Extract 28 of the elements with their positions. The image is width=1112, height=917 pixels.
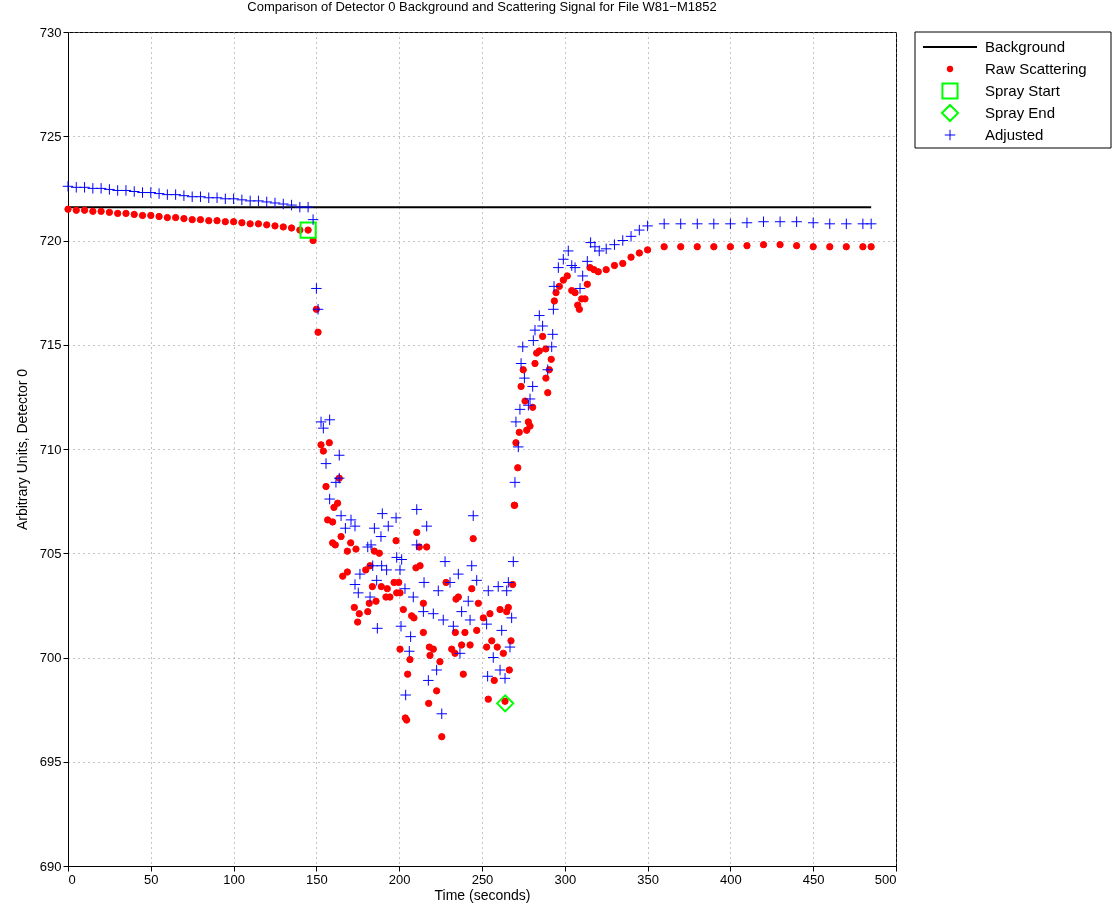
y-tick-label: 700 — [39, 650, 62, 665]
y-tick-label: 690 — [39, 858, 62, 874]
y-axis-title: Arbitrary Units, Detector 0 — [13, 368, 30, 531]
x-tick-label: 250 — [471, 871, 494, 887]
x-tick-label: 50 — [144, 871, 159, 887]
x-tick-label: 450 — [802, 871, 825, 887]
x-tick-label: 400 — [720, 871, 742, 887]
x-tick-label: 500 — [874, 871, 897, 887]
chart-title: Comparison of Detector 0 Background and Scattering Signal for File W81−M1852 — [247, 0, 717, 14]
x-tick-label: 200 — [388, 871, 411, 887]
y-tick-label: 715 — [39, 337, 62, 353]
y-tick-label: 695 — [39, 754, 62, 770]
legend-label: Background — [985, 38, 1066, 55]
legend-label: Spray End — [985, 104, 1056, 121]
x-axis-title: Time (seconds) — [434, 886, 531, 903]
legend-label: Adjusted — [985, 126, 1044, 143]
x-tick-label: 350 — [637, 871, 659, 887]
y-tick-label: 730 — [39, 24, 62, 40]
x-tick-label: 0 — [68, 871, 76, 887]
y-tick-label: 725 — [39, 128, 62, 144]
y-tick-label: 720 — [39, 233, 62, 248]
y-tick-label: 710 — [39, 441, 62, 457]
legend-label: Raw Scattering — [985, 60, 1087, 77]
x-tick-label: 150 — [306, 871, 328, 887]
x-tick-label: 100 — [223, 871, 245, 887]
legend-label: Spray Start — [985, 82, 1061, 99]
y-tick-label: 705 — [39, 545, 62, 561]
x-tick-label: 300 — [554, 871, 577, 887]
